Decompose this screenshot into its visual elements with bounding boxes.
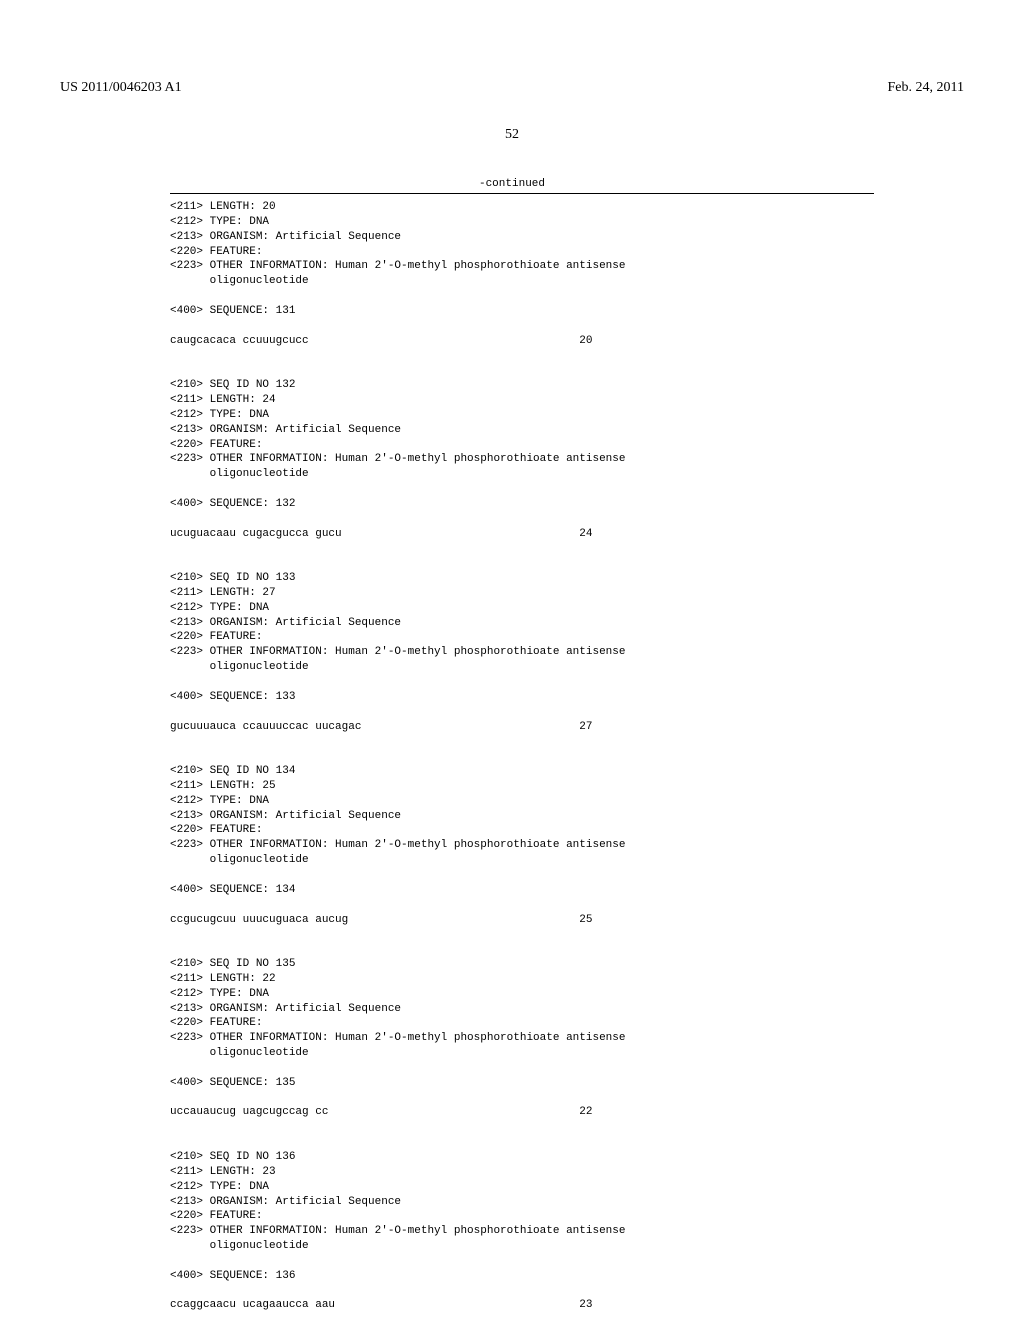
- publication-number: US 2011/0046203 A1: [60, 80, 182, 96]
- section-divider: [170, 193, 874, 194]
- publication-date: Feb. 24, 2011: [888, 80, 964, 96]
- sequence-listing: <211> LENGTH: 20 <212> TYPE: DNA <213> O…: [0, 200, 1024, 1343]
- continued-label: -continued: [0, 178, 1024, 190]
- page-number: 52: [0, 127, 1024, 143]
- page-header: US 2011/0046203 A1 Feb. 24, 2011: [0, 0, 1024, 102]
